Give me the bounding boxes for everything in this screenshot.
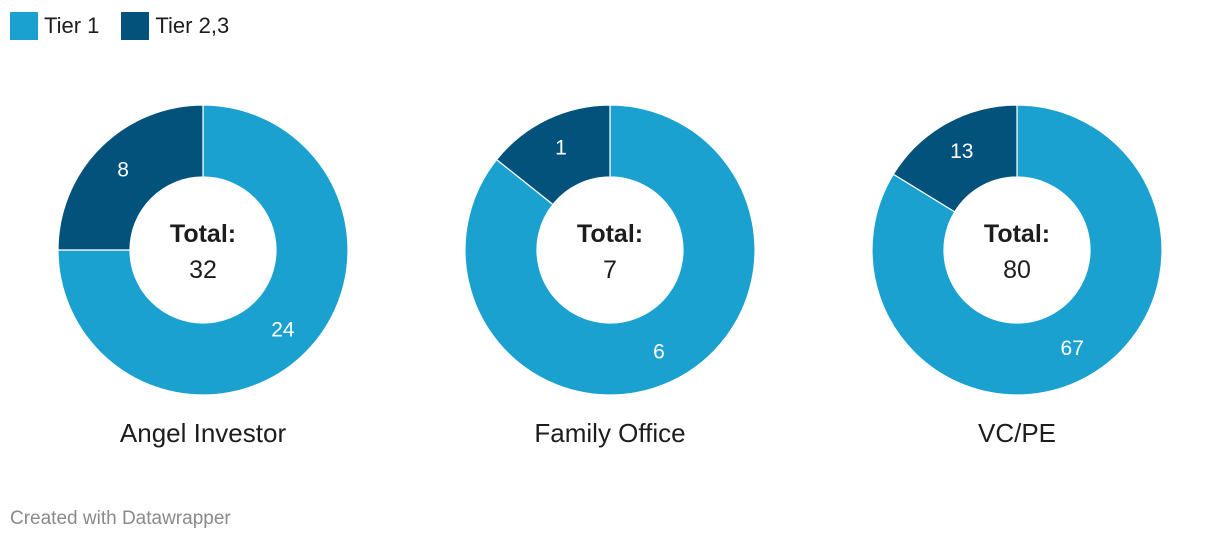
donut-angel-investor: 24 8 Total: 32 Angel Investor	[57, 104, 349, 448]
center-total-angel-investor: 32	[189, 256, 217, 284]
slice-vc-pe-tier-1	[871, 104, 1163, 396]
slice-family-office-tier-2-3	[495, 104, 611, 206]
slice-angel-investor-tier-1	[57, 104, 349, 396]
legend-label-tier-1: Tier 1	[44, 13, 100, 38]
center-total-family-office: 7	[603, 256, 617, 284]
chart-title-vc-pe: VC/PE	[978, 418, 1056, 448]
slice-angel-investor-tier-2-3	[57, 104, 204, 251]
slice-label-vc-pe-tier-2-3: 13	[950, 140, 973, 163]
legend-item-tier-2-3: Tier 2,3	[121, 12, 229, 40]
legend-item-tier-1: Tier 1	[10, 12, 99, 40]
center-label-angel-investor: Total:	[170, 220, 236, 248]
slice-vc-pe-tier-2-3	[892, 104, 1018, 213]
slice-label-vc-pe-tier-1: 67	[1061, 337, 1084, 360]
legend-swatch-tier-2-3	[121, 12, 150, 40]
legend-swatch-tier-1	[10, 12, 38, 40]
slice-family-office-tier-1	[464, 104, 756, 396]
center-label-family-office: Total:	[577, 220, 643, 248]
slice-label-family-office-tier-2-3: 1	[555, 137, 567, 160]
donut-vc-pe: 67 13 Total: 80 VC/PE	[871, 104, 1163, 448]
slice-label-family-office-tier-1: 6	[653, 340, 665, 363]
chart-title-family-office: Family Office	[534, 418, 685, 448]
footer-credit: Created with Datawrapper	[10, 508, 231, 529]
center-total-vc-pe: 80	[1003, 256, 1031, 284]
slice-label-angel-investor-tier-2-3: 8	[117, 159, 129, 182]
chart-title-angel-investor: Angel Investor	[120, 418, 287, 448]
donut-family-office: 6 1 Total: 7 Family Office	[464, 104, 756, 448]
legend: Tier 1 Tier 2,3	[10, 12, 251, 40]
legend-label-tier-2-3: Tier 2,3	[155, 13, 230, 38]
center-label-vc-pe: Total:	[984, 220, 1050, 248]
slice-label-angel-investor-tier-1: 24	[271, 318, 295, 341]
